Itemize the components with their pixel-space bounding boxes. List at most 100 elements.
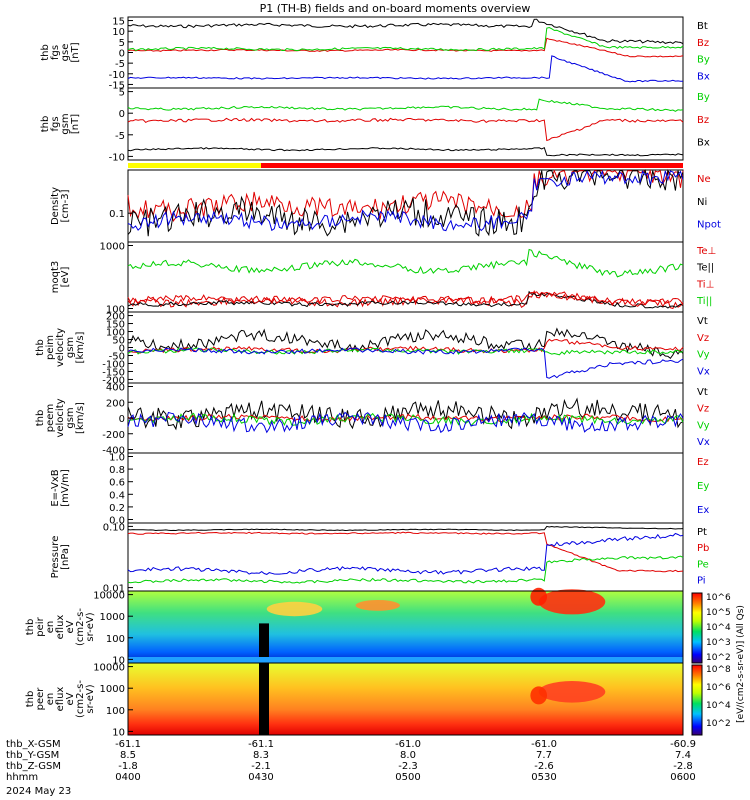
peim_velocity-ytick-label: -200 — [102, 375, 125, 386]
fgs_gse-ylabel: gse — [60, 44, 71, 62]
fgs_gsm-ylabel: fgs — [50, 116, 61, 131]
fgs_gse-series-Bx — [127, 55, 683, 83]
temperature-ylabel: [eV] — [60, 267, 71, 288]
colorbar-tick: 10^8 — [706, 665, 731, 675]
efield-ylabel: [mV/m] — [60, 469, 71, 507]
pressure-ytick-label: 0.10 — [103, 522, 125, 533]
efield-ylabel: E=-VxB — [50, 469, 61, 506]
peim_velocity-ytick-label: 100 — [106, 328, 125, 339]
peem_velocity-ylabel: peem — [45, 404, 56, 432]
pressure-ylabel: [nPa] — [60, 544, 71, 570]
pressure-ytick-label: 0.01 — [103, 584, 125, 595]
peer_spectrogram-ylabel: (cm2-s- — [75, 680, 86, 718]
peir_spectrogram-blob-2 — [355, 600, 400, 611]
time-row-value: 0430 — [248, 772, 273, 783]
peim_velocity-legend-Vt: Vt — [697, 316, 708, 327]
figure-title: P1 (TH-B) fields and on-board moments ov… — [260, 2, 531, 15]
fgs_gse-series-By — [127, 26, 684, 52]
pressure-series-Pe — [127, 555, 684, 584]
time-row-name: thb_Z-GSM — [6, 761, 61, 772]
peir_spectrogram-ytick-label: 100 — [106, 634, 125, 645]
peir_spectrogram-ylabel: en — [45, 621, 56, 634]
peir_spectrogram-ylabel: sr-eV) — [85, 612, 96, 641]
colorbar-peir — [691, 592, 703, 664]
peer_spectrogram-frame — [127, 662, 684, 736]
fgs_gse-ytick-label: -15 — [109, 80, 125, 91]
peir_spectrogram-blob-0 — [538, 589, 606, 615]
fgs_gse-ytick-label: 5 — [119, 38, 125, 49]
time-row-value: -61.1 — [248, 739, 274, 750]
peem_velocity-legend-Vz: Vz — [697, 404, 709, 415]
fgs_gse-legend-Bz: Bz — [697, 38, 709, 49]
time-row-value: 8.5 — [120, 750, 136, 761]
density-legend-Npot: Npot — [697, 220, 721, 231]
time-row-value: 0530 — [531, 772, 556, 783]
peir_spectrogram-ylabel: peir — [35, 616, 46, 636]
peir_spectrogram-ytick-label: 1000 — [100, 612, 125, 623]
fgs_gse-ylabel: thb — [40, 44, 51, 61]
peim_velocity-ylabel: velocity — [55, 328, 66, 367]
peim_velocity-legend-Vz: Vz — [697, 333, 709, 344]
panel-fgs_gsm: By Bz Bx 5 0 -5 -10 thb fgs gsm [nT] — [40, 87, 710, 163]
peim_velocity-ytick-label: 200 — [106, 312, 125, 323]
time-row-value: -60.9 — [670, 739, 696, 750]
fgs_gsm-series-Bz — [127, 117, 684, 142]
peim_velocity-ylabel: peim — [45, 335, 56, 360]
peer_spectrogram-ytick-label: 100 — [106, 706, 125, 717]
time-row-value: -61.1 — [115, 739, 141, 750]
colorbar-tick: 10^2 — [706, 653, 731, 663]
density-ylabel: [cm-3] — [60, 189, 71, 222]
peem_velocity-series-Vx — [127, 411, 684, 434]
temperature-series-Ti|| — [127, 248, 684, 278]
peem_velocity-legend-Vt: Vt — [697, 387, 708, 398]
pressure-legend-Pb: Pb — [697, 543, 709, 554]
colorbar-tick: 10^5 — [706, 608, 731, 618]
temperature-legend-Te||: Te|| — [696, 263, 714, 274]
density-ylabel: Density — [50, 187, 61, 225]
peim_velocity-ylabel: [km/s] — [75, 331, 86, 363]
peim_velocity-series-Vt — [127, 327, 684, 360]
status-bar-red — [261, 163, 683, 168]
efield-ytick-label: 0.2 — [109, 503, 125, 514]
pressure-ylabel: Pressure — [50, 536, 61, 579]
time-row-value: 7.4 — [675, 750, 691, 761]
peem_velocity-series-Vt — [127, 397, 684, 431]
efield-ytick-label: 0.4 — [109, 490, 125, 501]
peem_velocity-ytick-label: 200 — [106, 398, 125, 409]
efield-legend-Ey: Ey — [697, 481, 709, 492]
time-row-value: -61.0 — [395, 739, 421, 750]
density-series-Ni — [127, 169, 684, 237]
fgs_gse-ylabel: [nT] — [70, 42, 81, 62]
peer_spectrogram-blob-1 — [530, 686, 548, 705]
peer_spectrogram-ylabel: sr-eV) — [85, 684, 96, 713]
peem_velocity-ylabel: gsm — [65, 407, 76, 428]
peim_velocity-ylabel: thb — [35, 339, 46, 356]
density-legend-Ne: Ne — [697, 174, 711, 185]
fgs_gsm-legend-Bz: Bz — [697, 115, 709, 126]
date-label: 2024 May 23 — [6, 786, 71, 797]
time-row-value: 0500 — [395, 772, 420, 783]
efield-legend-Ez: Ez — [697, 457, 709, 468]
peir_spectrogram-blob-3 — [266, 601, 323, 617]
efield-ytick-label: 0.0 — [109, 516, 125, 527]
time-row-name: thb_X-GSM — [6, 739, 61, 750]
time-row-value: -61.0 — [531, 739, 557, 750]
pressure-series-Pb — [127, 531, 684, 573]
efield-frame — [127, 452, 684, 524]
peim_velocity-series-Vx — [127, 347, 684, 379]
peer_spectrogram-ylabel: eV — [65, 692, 76, 705]
peer_spectrogram-ytick-label: 10 — [112, 727, 125, 738]
peer_spectrogram-ylabel: en — [45, 693, 56, 706]
colorbar-peer — [691, 664, 703, 736]
efield-legend-Ex: Ex — [697, 505, 709, 516]
peir_spectrogram-ytick-label: 10 — [112, 655, 125, 666]
peim_velocity-ytick-label: 150 — [106, 320, 125, 331]
time-row-name: thb_Y-GSM — [6, 750, 59, 761]
panel-peem_velocity: Vt Vz Vy Vx 400 200 0 -200 -400 thb peem velocity gs… — [35, 382, 710, 457]
fgs_gse-ylabel: fgs — [50, 45, 61, 60]
fgs_gsm-legend-Bx: Bx — [697, 138, 710, 149]
